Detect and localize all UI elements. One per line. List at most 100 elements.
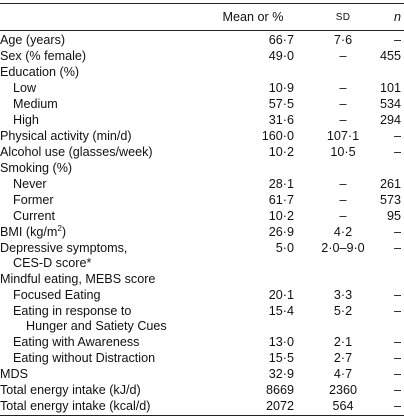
row-mean: 10·2 [268,145,294,159]
row-n: 294 [379,113,401,127]
row-sd: – [339,81,347,95]
row-n: – [393,145,401,159]
row-mean: 10·9 [268,81,294,95]
row-sd: 2·1 [333,335,353,349]
row-label: Former [13,193,54,207]
row-label: Eating in response to [13,304,132,318]
row-sd: 2360 [328,383,358,397]
row-n: 455 [379,49,401,63]
row-label: Depressive symptoms, [0,241,128,255]
table-row: Eating without Distraction 15·5 2·7 – [0,351,404,366]
row-label: Total energy intake (kJ/d) [0,383,141,397]
row-sd: 2·0–9·0 [321,241,365,255]
row-n: 261 [379,177,401,191]
row-mean: 8669 [265,383,294,397]
row-label: Alcohol use (glasses/week) [0,145,153,159]
table-row: Never 28·1 – 261 [0,177,404,192]
row-n: – [393,288,401,302]
row-label: Eating without Distraction [13,351,156,365]
row-n: – [393,225,401,239]
row-n: – [393,367,401,381]
header-sd: SD [335,12,351,23]
row-sd: – [339,113,347,127]
row-mean: 15·4 [268,304,294,318]
row-n: 101 [379,81,401,95]
table-row: Eating with Awareness 13·0 2·1 – [0,335,404,350]
row-sd: 2·7 [333,351,353,365]
table-row: BMI (kg/m2) 26·9 4·2 – [0,225,404,240]
bmi-label-main: BMI (kg/m [0,225,58,239]
row-label: Mindful eating, MEBS score [0,272,156,286]
row-label: BMI (kg/m2) [0,225,66,240]
row-sd: – [339,49,347,63]
row-mean: 10·2 [268,209,294,223]
table-row: Low 10·9 – 101 [0,81,404,96]
row-label: Never [13,177,47,191]
table-row: Alcohol use (glasses/week) 10·2 10·5 – [0,145,404,160]
row-sd: – [339,193,347,207]
row-mean: 57·5 [268,97,294,111]
table-row: Smoking (%) [0,161,404,176]
row-sd: 7·6 [333,33,353,47]
row-n: 95 [386,209,401,223]
row-n: – [393,304,401,318]
top-rule [0,3,404,4]
row-mean: 13·0 [268,335,294,349]
row-n: – [393,241,401,255]
table-row: MDS 32·9 4·7 – [0,367,404,382]
row-label: Physical activity (min/d) [0,129,132,143]
table-row: Former 61·7 – 573 [0,193,404,208]
header-mean: Mean or % [222,10,284,24]
row-mean: 28·1 [268,177,294,191]
table-row: Total energy intake (kJ/d) 8669 2360 – [0,383,404,398]
row-label: Hunger and Satiety Cues [26,319,167,333]
row-mean: 15·5 [268,351,294,365]
table-row: CES-D score* [0,256,404,271]
table-row: Physical activity (min/d) 160·0 107·1 – [0,129,404,144]
row-mean: 49·0 [268,49,294,63]
row-n: 573 [379,193,401,207]
row-mean: 160·0 [261,129,294,143]
row-n: – [393,399,401,413]
table-row: Age (years) 66·7 7·6 – [0,33,404,48]
header-n: n [393,10,401,24]
bmi-label-superscript: 2 [57,224,62,233]
row-sd: 107·1 [326,129,360,143]
row-mean: 26·9 [268,225,294,239]
row-mean: 20·1 [268,288,294,302]
table-row: Focused Eating 20·1 3·3 – [0,288,404,303]
row-sd: – [339,97,347,111]
row-label: Education (%) [0,65,80,79]
row-label: Focused Eating [13,288,101,302]
bmi-label-close: ) [61,225,67,239]
row-sd: 3·3 [333,288,353,302]
row-mean: 32·9 [268,367,294,381]
row-sd: 564 [332,399,354,413]
row-label: Total energy intake (kcal/d) [0,399,151,413]
table-row: High 31·6 – 294 [0,113,404,128]
row-n: – [393,33,401,47]
header-rule [0,30,404,31]
row-label: Age (years) [0,33,66,47]
row-sd: 5·2 [333,304,353,318]
row-sd: 10·5 [330,145,356,159]
table-row: Education (%) [0,65,404,80]
table-row: Hunger and Satiety Cues [0,319,404,334]
row-mean: 66·7 [268,33,294,47]
row-label: Smoking (%) [0,161,73,175]
table-row: Depressive symptoms, 5·0 2·0–9·0 – [0,241,404,256]
row-label: CES-D score* [13,256,92,270]
row-n: – [393,351,401,365]
table-row: Total energy intake (kcal/d) 2072 564 – [0,399,404,414]
row-label: MDS [0,367,28,381]
row-label: Medium [13,97,58,111]
row-mean: 31·6 [268,113,294,127]
row-mean: 2072 [265,399,294,413]
row-label: Current [13,209,55,223]
table-row: Mindful eating, MEBS score [0,272,404,287]
row-sd: – [339,209,347,223]
header-row: Mean or % SD n [0,10,404,25]
table-row: Medium 57·5 – 534 [0,97,404,112]
row-label: High [13,113,39,127]
